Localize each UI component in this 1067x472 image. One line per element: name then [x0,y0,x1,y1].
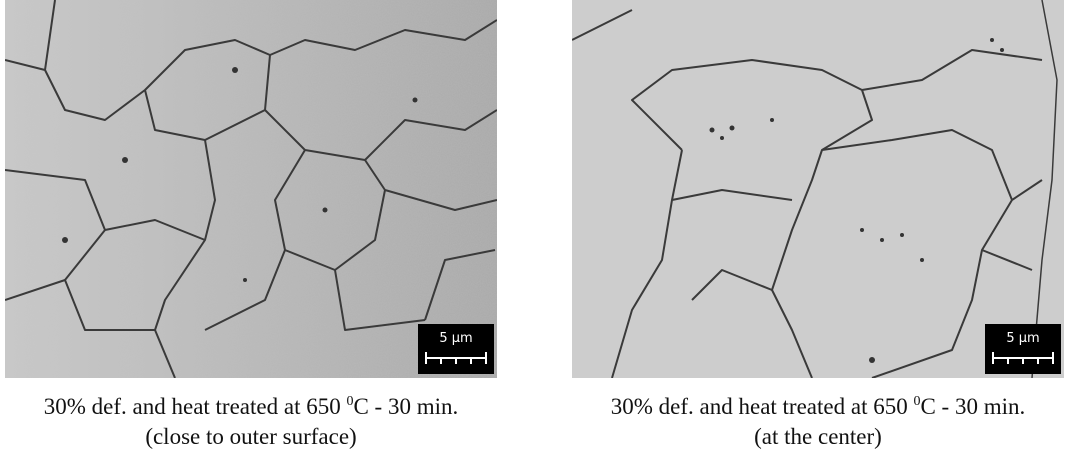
caption-text: 30% def. and heat treated at 650 [611,394,914,419]
caption-line: (close to outer surface) [5,422,497,452]
caption: 30% def. and heat treated at 650 0C - 30… [5,392,497,452]
scale-bar-label: 5 µm [439,331,472,346]
micrograph: 5 µm [572,0,1064,378]
figure: 5 µm 30% def. and heat treated at 650 0C… [0,0,1067,472]
micrograph: 5 µm [5,0,497,378]
caption-text: C - 30 min. [353,394,458,419]
panel: 5 µm 30% def. and heat treated at 650 0C… [572,0,1064,472]
caption-line: (at the center) [572,422,1064,452]
caption-text: C - 30 min. [920,394,1025,419]
caption-line: 30% def. and heat treated at 650 0C - 30… [572,392,1064,422]
scale-bar-label: 5 µm [1006,331,1039,346]
panel: 5 µm 30% def. and heat treated at 650 0C… [5,0,497,472]
caption-text: 30% def. and heat treated at 650 [44,394,347,419]
caption-line: 30% def. and heat treated at 650 0C - 30… [5,392,497,422]
caption: 30% def. and heat treated at 650 0C - 30… [572,392,1064,452]
